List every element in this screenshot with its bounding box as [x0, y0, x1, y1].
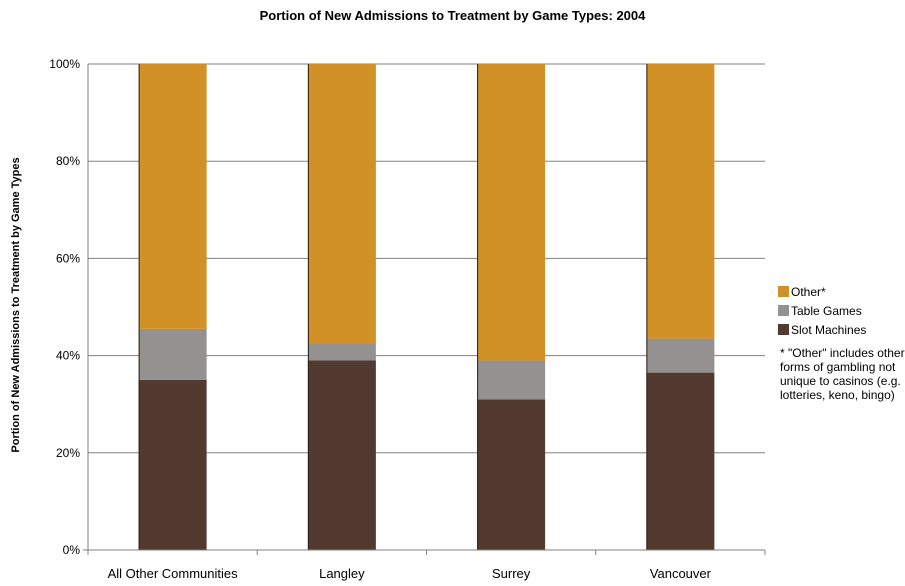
y-tick-label: 100% [49, 57, 80, 71]
y-tick-label: 0% [63, 543, 81, 557]
bar-langley-other [307, 64, 376, 344]
legend-item-slot-machines: Slot Machines [778, 320, 866, 339]
y-tick-label: 20% [56, 446, 80, 460]
bar-vancouver-slot-machines [646, 372, 715, 550]
bar-vancouver-other [646, 64, 715, 339]
bar-surrey-slot-machines [477, 399, 546, 550]
x-tick-label-langley: Langley [319, 566, 365, 581]
bar-surrey-table-games [477, 360, 546, 400]
chart-title: Portion of New Admissions to Treatment b… [259, 8, 646, 23]
legend-label-table-games: Table Games [791, 303, 862, 318]
bar-all-other-communities-slot-machines [138, 379, 207, 550]
y-tick-label: 40% [56, 349, 80, 363]
bar-langley-slot-machines [307, 360, 376, 550]
x-tick-label-vancouver: Vancouver [650, 566, 712, 581]
y-tick-label: 80% [56, 154, 80, 168]
bar-vancouver-table-games [646, 338, 715, 373]
legend: Other* Table Games Slot Machines [778, 282, 866, 339]
bar-langley-table-games [307, 343, 376, 361]
legend-label-slot-machines: Slot Machines [791, 322, 867, 337]
footnote: * "Other" includes other forms of gambli… [780, 346, 905, 402]
x-tick-label-surrey: Surrey [492, 566, 531, 581]
bar-all-other-communities-table-games [138, 328, 207, 380]
bar-all-other-communities-other [138, 64, 207, 329]
legend-item-other: Other* [778, 282, 866, 301]
legend-item-table-games: Table Games [778, 301, 866, 320]
bar-surrey-other [477, 64, 546, 361]
legend-label-other: Other* [791, 284, 826, 299]
x-tick-label-all-other-communities: All Other Communities [108, 566, 239, 581]
legend-swatch-slot-machines [778, 324, 789, 335]
legend-swatch-table-games [778, 305, 789, 316]
legend-swatch-other [778, 286, 789, 297]
y-tick-label: 60% [56, 251, 80, 265]
